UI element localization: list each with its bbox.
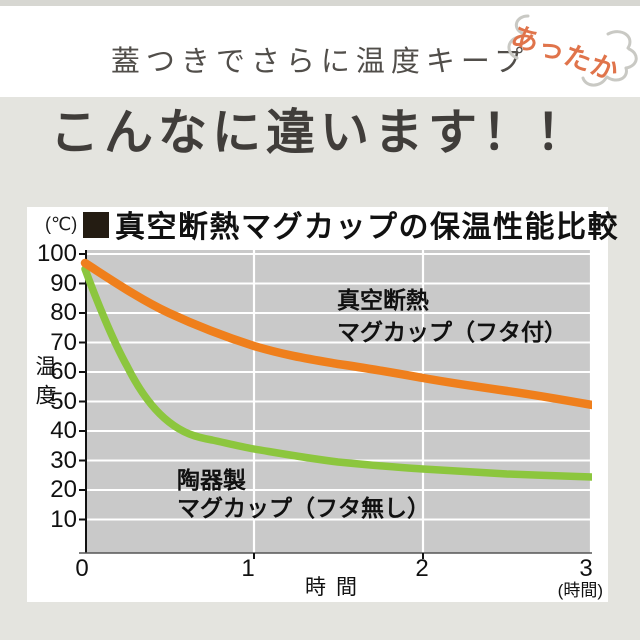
x-tick-label: 2: [415, 555, 429, 582]
y-tick-label: 30: [50, 446, 77, 474]
y-axis-ticks: [79, 253, 85, 521]
top-border-strip: [0, 0, 640, 6]
y-tick-label: 50: [50, 387, 77, 415]
x-tick-label: 1: [241, 555, 255, 582]
x-axis-ticks: [253, 553, 424, 559]
y-tick-label: 60: [50, 358, 77, 385]
top-tagline: 蓋つきでさらに温度キープ: [110, 46, 530, 78]
main-headline: こんなに違います！！: [49, 106, 590, 160]
y-tick-label: 80: [50, 299, 77, 326]
warm-badge: あったか: [496, 4, 640, 96]
y-tick-label: 20: [50, 476, 77, 503]
chart-title: 真空断熱マグカップの保温性能比較: [115, 211, 619, 244]
insulated-label-line2: マグカップ（フタ付）: [337, 319, 567, 345]
y-unit-label: (℃): [45, 214, 78, 234]
ceramic-label-line1: 陶器製: [177, 467, 246, 493]
insulated-series-label: 真空断熱 マグカップ（フタ付）: [337, 284, 567, 348]
ceramic-label-line2: マグカップ（フタ無し）: [177, 495, 430, 521]
x-axis-unit: (時間): [557, 581, 603, 600]
x-axis-label: 時間: [305, 576, 367, 599]
y-tick-label: 70: [50, 328, 77, 356]
y-tick-label: 10: [50, 505, 77, 533]
chart-panel: (℃) 真空断熱マグカップの保温性能比較: [27, 207, 618, 602]
y-tick-label: 90: [50, 269, 77, 297]
insulated-mug-line: [80, 258, 592, 410]
line-chart-plot: [79, 250, 592, 559]
title-bullet-icon: [83, 212, 109, 238]
insulated-label-line1: 真空断熱: [337, 287, 429, 313]
y-tick-label: 40: [50, 417, 77, 444]
x-tick-label: 0: [75, 555, 89, 582]
ceramic-series-label: 陶器製 マグカップ（フタ無し）: [177, 466, 430, 522]
y-axis-label: 温度: [33, 355, 56, 413]
steam-icon: [507, 14, 638, 87]
ceramic-mug-line: [81, 265, 592, 481]
x-tick-label: 3: [579, 555, 593, 582]
y-tick-label: 100: [36, 240, 77, 267]
